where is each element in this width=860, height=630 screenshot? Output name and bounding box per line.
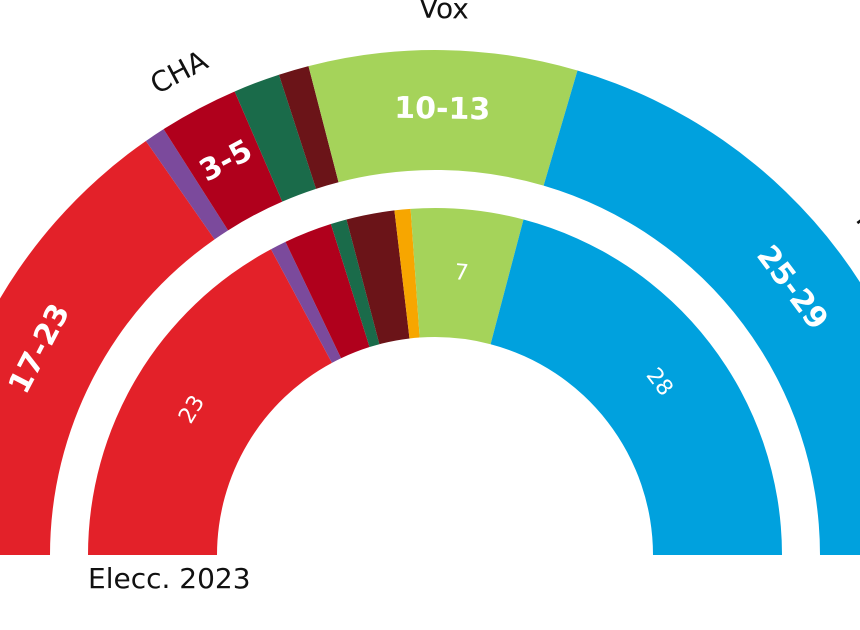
segment <box>88 249 332 556</box>
value-label: 10-13 <box>394 91 491 128</box>
segment <box>410 208 524 345</box>
segment <box>308 50 578 186</box>
segment <box>278 66 339 189</box>
segment <box>394 208 420 339</box>
segment <box>490 219 782 555</box>
segment <box>234 74 317 202</box>
segment <box>543 70 860 555</box>
series-label: Elecc. 2023 <box>88 562 251 595</box>
segment <box>346 210 410 345</box>
segment <box>285 223 370 359</box>
value-label: 7 <box>453 260 469 286</box>
segment <box>0 140 215 555</box>
segment <box>145 129 229 240</box>
segment <box>270 241 342 363</box>
segment <box>330 219 380 348</box>
category-label: Vox <box>419 0 469 25</box>
segment <box>163 91 283 231</box>
category-label: PP <box>849 204 860 251</box>
category-label: CHA <box>145 44 213 101</box>
